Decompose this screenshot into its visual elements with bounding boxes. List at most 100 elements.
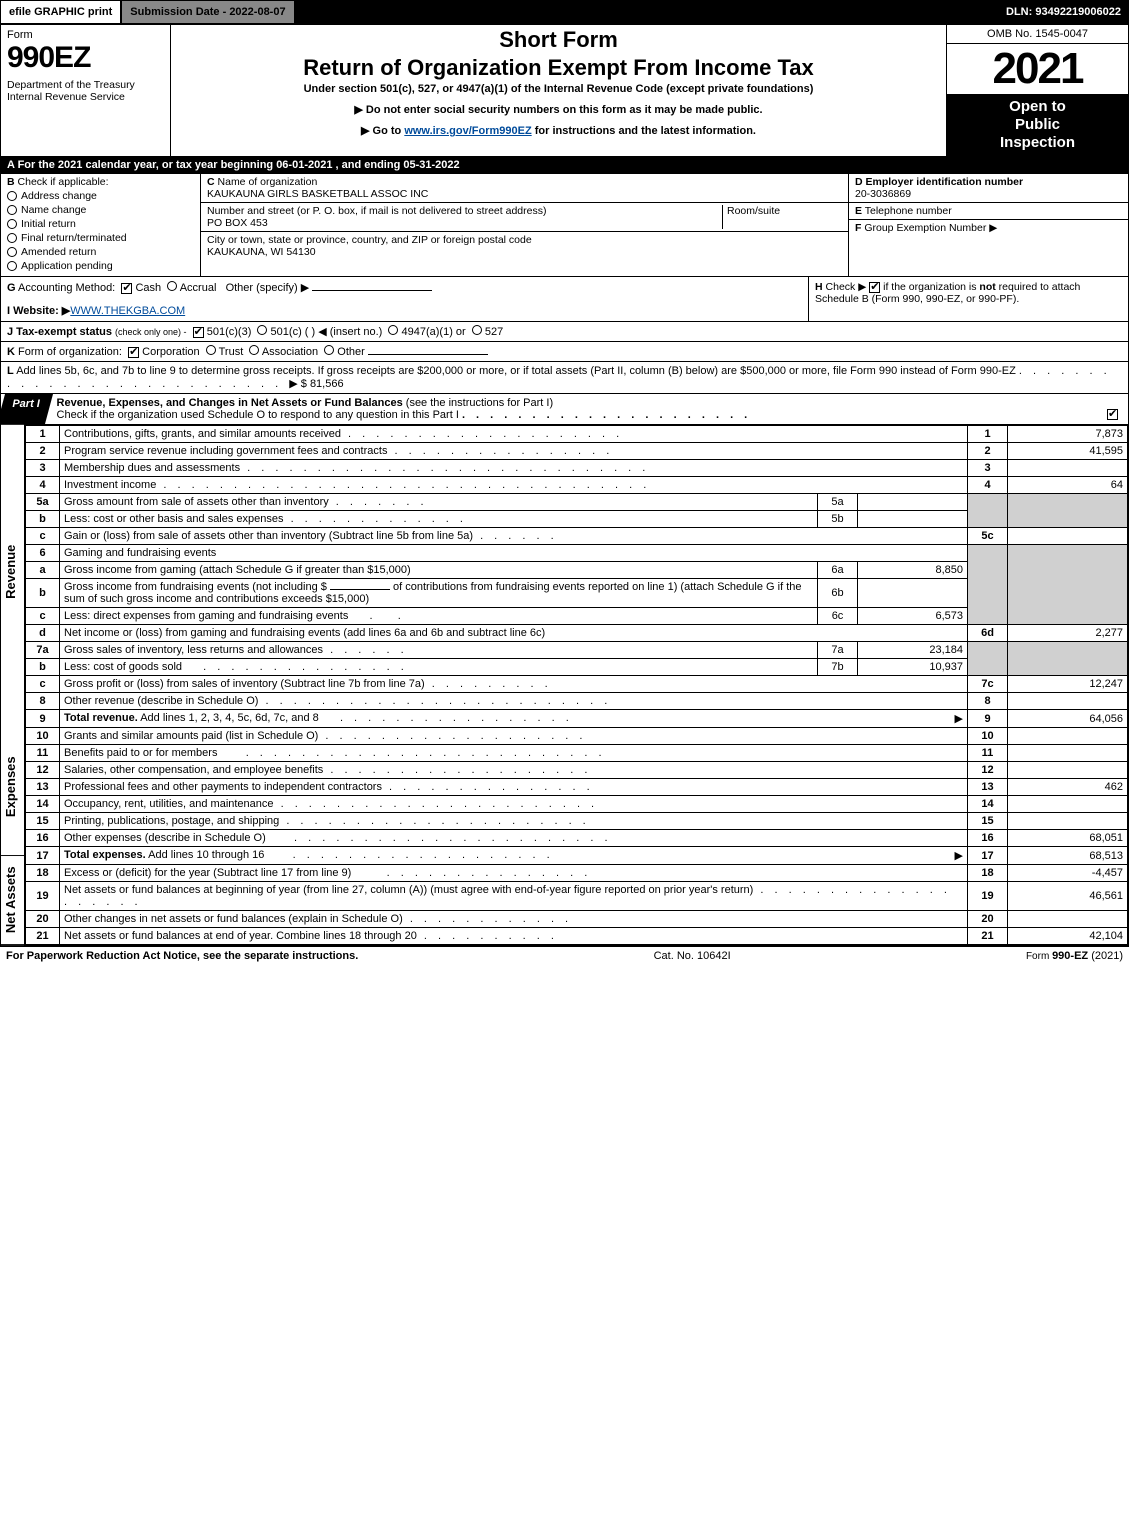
chk-schedule-o[interactable] (1107, 409, 1118, 420)
open-to-public: Open to Public Inspection (947, 94, 1128, 156)
line-21: 21 Net assets or fund balances at end of… (26, 928, 1128, 945)
chk-trust[interactable] (206, 345, 216, 355)
line-7c-value: 12,247 (1008, 676, 1128, 693)
line-12-value (1008, 762, 1128, 779)
chk-corporation[interactable] (128, 347, 139, 358)
efile-label: efile GRAPHIC print (0, 0, 121, 24)
line-2-value: 41,595 (1008, 443, 1128, 460)
chk-initial-return[interactable]: Initial return (7, 218, 194, 230)
line-9-value: 64,056 (1008, 710, 1128, 728)
instruction-2: ▶ Go to www.irs.gov/Form990EZ for instru… (177, 124, 940, 137)
line-6b: b Gross income from fundraising events (… (26, 579, 1128, 608)
line-7b: b Less: cost of goods sold . . . . . . .… (26, 659, 1128, 676)
chk-4947[interactable] (388, 325, 398, 335)
line-19-value: 46,561 (1008, 882, 1128, 911)
gross-receipts: ▶ $ 81,566 (289, 378, 343, 390)
line-8-value (1008, 693, 1128, 710)
line-7b-value: 10,937 (858, 659, 968, 676)
chk-address-change[interactable]: Address change (7, 190, 194, 202)
org-city: KAUKAUNA, WI 54130 (207, 246, 316, 258)
chk-final-return[interactable]: Final return/terminated (7, 232, 194, 244)
line-6b-value (858, 579, 968, 608)
line-20: 20 Other changes in net assets or fund b… (26, 911, 1128, 928)
part-1-body: Revenue Expenses Net Assets 1 Contributi… (0, 425, 1129, 946)
footer-left: For Paperwork Reduction Act Notice, see … (6, 950, 358, 962)
chk-501c[interactable] (257, 325, 267, 335)
form-word: Form (7, 29, 164, 41)
footer-right: Form 990-EZ (2021) (1026, 950, 1123, 962)
line-6a-value: 8,850 (858, 562, 968, 579)
top-bar: efile GRAPHIC print Submission Date - 20… (0, 0, 1129, 24)
line-13: 13 Professional fees and other payments … (26, 779, 1128, 796)
line-19: 19 Net assets or fund balances at beginn… (26, 882, 1128, 911)
line-15-value (1008, 813, 1128, 830)
chk-other[interactable] (324, 345, 334, 355)
line-6: 6 Gaming and fundraising events (26, 545, 1128, 562)
chk-name-change[interactable]: Name change (7, 204, 194, 216)
line-3-value (1008, 460, 1128, 477)
line-6a: a Gross income from gaming (attach Sched… (26, 562, 1128, 579)
line-7a: 7a Gross sales of inventory, less return… (26, 642, 1128, 659)
org-address: PO BOX 453 (207, 217, 268, 229)
chk-schedule-b[interactable] (869, 282, 880, 293)
ein-value: 20-3036869 (855, 188, 911, 200)
form-number: 990EZ (7, 41, 164, 75)
part-1-tab: Part I (0, 394, 53, 424)
line-6c-value: 6,573 (858, 608, 968, 625)
chk-527[interactable] (472, 325, 482, 335)
website-link[interactable]: WWW.THEKGBA.COM (70, 305, 185, 317)
section-j: J Tax-exempt status (check only one) - 5… (0, 322, 1129, 342)
line-16-value: 68,051 (1008, 830, 1128, 847)
line-8: 8 Other revenue (describe in Schedule O)… (26, 693, 1128, 710)
section-d-e-f: D Employer identification number 20-3036… (848, 174, 1128, 276)
line-10: 10 Grants and similar amounts paid (list… (26, 728, 1128, 745)
irs-link[interactable]: www.irs.gov/Form990EZ (404, 125, 531, 137)
line-5a-value (858, 494, 968, 511)
chk-application-pending[interactable]: Application pending (7, 260, 194, 272)
omb-number: OMB No. 1545-0047 (947, 25, 1128, 44)
chk-accrual[interactable] (167, 281, 177, 291)
line-16: 16 Other expenses (describe in Schedule … (26, 830, 1128, 847)
chk-amended-return[interactable]: Amended return (7, 246, 194, 258)
section-a: A For the 2021 calendar year, or tax yea… (0, 157, 1129, 174)
expenses-side-label: Expenses (1, 718, 24, 856)
chk-501c3[interactable] (193, 327, 204, 338)
line-2: 2 Program service revenue including gove… (26, 443, 1128, 460)
line-11-value (1008, 745, 1128, 762)
line-7a-value: 23,184 (858, 642, 968, 659)
section-g-h: G Accounting Method: Cash Accrual Other … (0, 277, 1129, 322)
line-11: 11 Benefits paid to or for members . . .… (26, 745, 1128, 762)
line-13-value: 462 (1008, 779, 1128, 796)
section-c: C Name of organization KAUKAUNA GIRLS BA… (201, 174, 848, 276)
line-9: 9 Total revenue. Add lines 1, 2, 3, 4, 5… (26, 710, 1128, 728)
line-5b: b Less: cost or other basis and sales ex… (26, 511, 1128, 528)
line-5b-value (858, 511, 968, 528)
line-6c: c Less: direct expenses from gaming and … (26, 608, 1128, 625)
instruction-1: ▶ Do not enter social security numbers o… (177, 103, 940, 116)
section-b: B Check if applicable: Address change Na… (1, 174, 201, 276)
line-12: 12 Salaries, other compensation, and emp… (26, 762, 1128, 779)
form-header: Form 990EZ Department of the Treasury In… (0, 24, 1129, 157)
revenue-side-label: Revenue (1, 425, 24, 718)
line-items-table: 1 Contributions, gifts, grants, and simi… (25, 425, 1128, 945)
dln-label: DLN: 93492219006022 (998, 0, 1129, 24)
header-right: OMB No. 1545-0047 2021 Open to Public In… (946, 25, 1128, 156)
chk-association[interactable] (249, 345, 259, 355)
submission-date: Submission Date - 2022-08-07 (121, 0, 294, 24)
subtitle: Under section 501(c), 527, or 4947(a)(1)… (177, 83, 940, 95)
section-l: L Add lines 5b, 6c, and 7b to line 9 to … (0, 362, 1129, 394)
section-i-label: I Website: ▶ (7, 305, 70, 317)
header-left: Form 990EZ Department of the Treasury In… (1, 25, 171, 156)
line-6d: d Net income or (loss) from gaming and f… (26, 625, 1128, 642)
line-15: 15 Printing, publications, postage, and … (26, 813, 1128, 830)
line-14: 14 Occupancy, rent, utilities, and maint… (26, 796, 1128, 813)
line-18-value: -4,457 (1008, 865, 1128, 882)
short-form-title: Short Form (177, 27, 940, 53)
line-4: 4 Investment income . . . . . . . . . . … (26, 477, 1128, 494)
line-18: 18 Excess or (deficit) for the year (Sub… (26, 865, 1128, 882)
footer-mid: Cat. No. 10642I (654, 950, 731, 962)
header-center: Short Form Return of Organization Exempt… (171, 25, 946, 156)
chk-cash[interactable] (121, 283, 132, 294)
part-1-header: Part I Revenue, Expenses, and Changes in… (0, 394, 1129, 425)
line-17-value: 68,513 (1008, 847, 1128, 865)
